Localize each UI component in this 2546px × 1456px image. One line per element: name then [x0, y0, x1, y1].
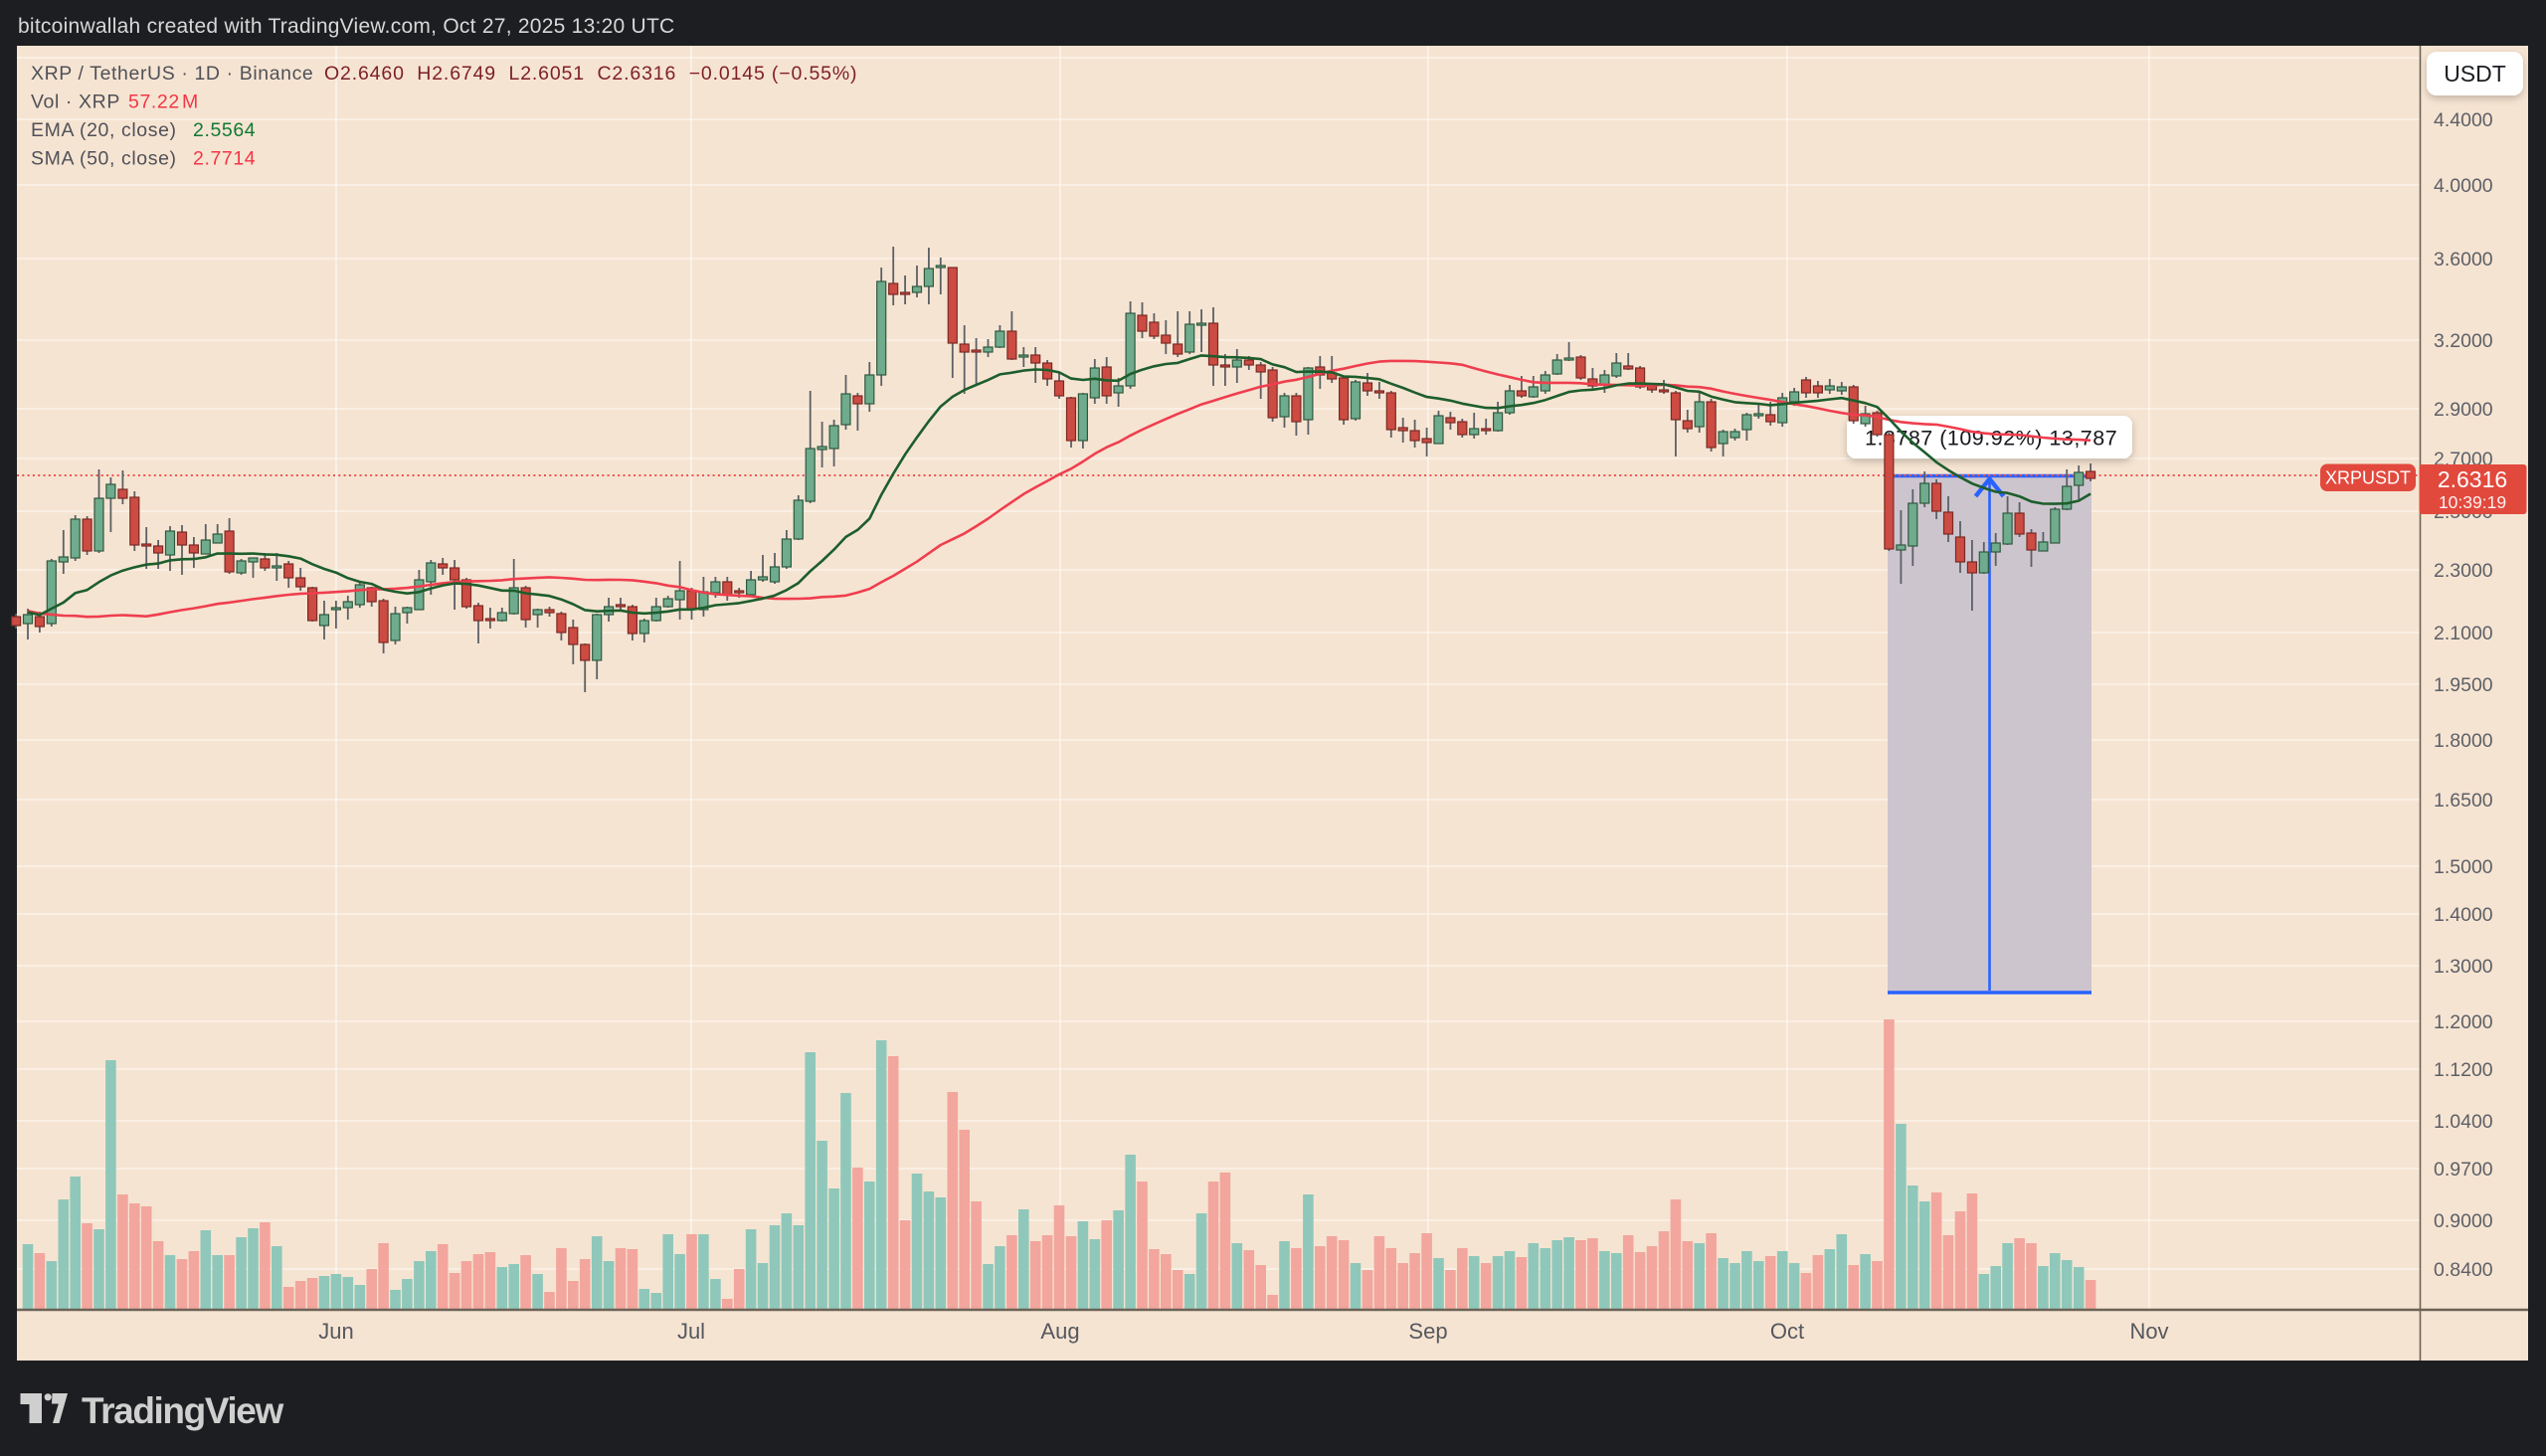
svg-text:2.6316: 2.6316	[2438, 466, 2507, 492]
svg-text:0.8400: 0.8400	[2434, 1259, 2493, 1281]
svg-text:2.7714: 2.7714	[193, 148, 256, 170]
svg-text:Aug: Aug	[1040, 1319, 1079, 1344]
svg-text:1.2000: 1.2000	[2434, 1011, 2493, 1033]
svg-text:4.4000: 4.4000	[2434, 109, 2493, 131]
svg-text:bitcoinwallah created with Tra: bitcoinwallah created with TradingView.c…	[18, 15, 674, 38]
svg-text:Sep: Sep	[1408, 1319, 1447, 1344]
svg-text:2.3000: 2.3000	[2434, 560, 2493, 582]
svg-text:1.8000: 1.8000	[2434, 730, 2493, 752]
svg-text:TradingView: TradingView	[82, 1390, 283, 1431]
svg-text:1.4000: 1.4000	[2434, 904, 2493, 926]
svg-text:Vol · XRP: Vol · XRP	[31, 91, 120, 113]
svg-text:1.3000: 1.3000	[2434, 956, 2493, 978]
svg-text:1.1200: 1.1200	[2434, 1059, 2493, 1081]
svg-text:Jun: Jun	[318, 1319, 353, 1344]
svg-text:0.9700: 0.9700	[2434, 1159, 2493, 1181]
svg-text:0.9000: 0.9000	[2434, 1210, 2493, 1232]
svg-text:1.6500: 1.6500	[2434, 790, 2493, 812]
svg-text:1.5000: 1.5000	[2434, 856, 2493, 878]
svg-text:2.9000: 2.9000	[2434, 399, 2493, 421]
svg-text:1.3787 (109.92%) 13,787: 1.3787 (109.92%) 13,787	[1865, 427, 2117, 451]
svg-text:57.22 M: 57.22 M	[128, 91, 199, 113]
svg-text:XRP / TetherUS · 1D · Binance: XRP / TetherUS · 1D · Binance	[31, 63, 313, 85]
svg-text:SMA (50, close): SMA (50, close)	[31, 148, 177, 170]
svg-text:Jul: Jul	[677, 1319, 705, 1344]
svg-text:O2.6460 H2.6749 L2.6051 C2.: O2.6460 H2.6749 L2.6051 C2.6316 −0.0145 …	[324, 63, 857, 85]
svg-text:3.6000: 3.6000	[2434, 249, 2493, 271]
svg-text:1.0400: 1.0400	[2434, 1111, 2493, 1133]
svg-text:10:39:19: 10:39:19	[2439, 492, 2506, 512]
svg-text:XRPUSDT: XRPUSDT	[2325, 468, 2411, 488]
svg-text:4.0000: 4.0000	[2434, 175, 2493, 197]
svg-text:USDT: USDT	[2444, 61, 2506, 87]
svg-text:Oct: Oct	[1770, 1319, 1804, 1344]
svg-text:Nov: Nov	[2129, 1319, 2168, 1344]
svg-text:3.2000: 3.2000	[2434, 330, 2493, 352]
svg-text:2.1000: 2.1000	[2434, 623, 2493, 644]
svg-text:EMA (20, close): EMA (20, close)	[31, 119, 177, 141]
svg-text:1.9500: 1.9500	[2434, 674, 2493, 696]
svg-text:2.5564: 2.5564	[193, 119, 256, 141]
